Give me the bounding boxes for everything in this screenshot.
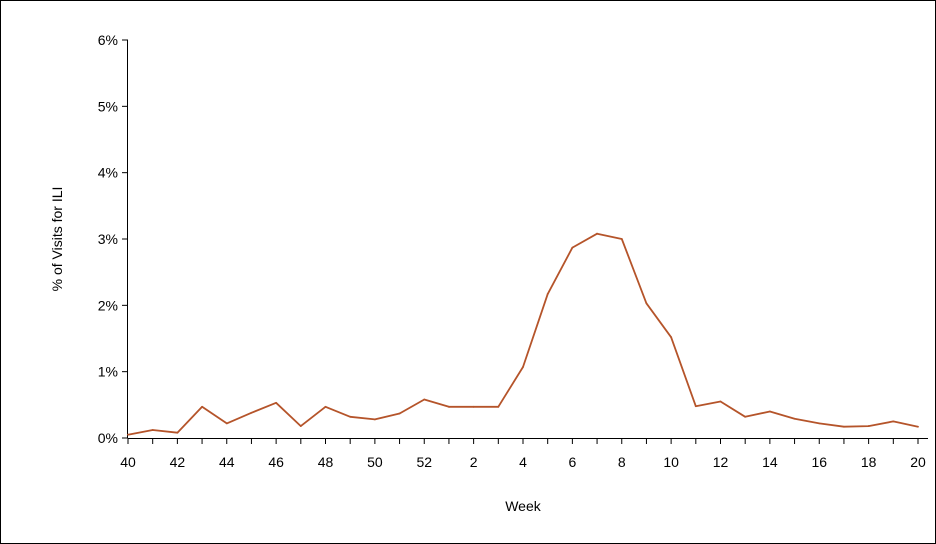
data-point bbox=[670, 336, 673, 339]
data-point bbox=[818, 422, 821, 425]
data-point bbox=[793, 417, 796, 420]
x-tick-label: 2 bbox=[470, 454, 478, 470]
x-tick-label: 20 bbox=[910, 454, 926, 470]
y-tick-label: 3% bbox=[98, 231, 118, 247]
x-tick-label: 16 bbox=[811, 454, 827, 470]
data-point bbox=[645, 302, 648, 305]
data-point bbox=[299, 425, 302, 427]
data-point bbox=[275, 401, 278, 404]
data-point bbox=[744, 415, 747, 418]
x-axis-label: Week bbox=[505, 498, 542, 514]
y-tick-label: 4% bbox=[98, 165, 118, 181]
data-point bbox=[151, 429, 154, 431]
x-tick-label: 48 bbox=[318, 454, 334, 470]
data-point bbox=[522, 366, 524, 368]
x-tick-label: 4 bbox=[519, 454, 527, 470]
data-point bbox=[867, 425, 870, 427]
data-point bbox=[373, 418, 376, 421]
data-point bbox=[917, 425, 919, 428]
y-axis-ticks: 0% 1% 2% 3% 4% 5% 6% bbox=[98, 32, 128, 446]
data-point bbox=[349, 415, 352, 418]
data-point bbox=[843, 425, 845, 428]
x-tick-label: 42 bbox=[170, 454, 186, 470]
data-point bbox=[250, 411, 253, 414]
data-point bbox=[423, 398, 426, 401]
y-tick-label: 5% bbox=[98, 98, 118, 114]
x-tick-label: 40 bbox=[120, 454, 136, 470]
data-point bbox=[694, 405, 697, 408]
y-tick-label: 0% bbox=[98, 430, 118, 446]
x-tick-label: 52 bbox=[416, 454, 432, 470]
x-tick-label: 14 bbox=[762, 454, 778, 470]
y-tick-label: 1% bbox=[98, 364, 118, 380]
y-tick-label: 2% bbox=[98, 297, 118, 313]
x-tick-label: 10 bbox=[663, 454, 679, 470]
data-point bbox=[225, 422, 228, 425]
data-point bbox=[127, 433, 129, 436]
x-tick-label: 18 bbox=[861, 454, 877, 470]
y-tick-label: 6% bbox=[98, 32, 118, 48]
data-point bbox=[571, 246, 574, 249]
data-point bbox=[398, 412, 401, 415]
data-point bbox=[892, 420, 895, 423]
x-tick-label: 44 bbox=[219, 454, 235, 470]
y-axis-label: % of Visits for ILI bbox=[49, 187, 65, 292]
x-tick-label: 50 bbox=[367, 454, 383, 470]
data-point bbox=[719, 400, 722, 403]
data-point bbox=[176, 431, 179, 434]
x-tick-label: 8 bbox=[618, 454, 626, 470]
x-tick-label: 46 bbox=[268, 454, 284, 470]
data-point bbox=[620, 238, 623, 240]
series-group bbox=[127, 232, 919, 436]
data-point bbox=[472, 405, 475, 408]
x-tick-label: 12 bbox=[713, 454, 729, 470]
data-point bbox=[201, 405, 203, 408]
x-axis-ticks: 40 42 44 46 48 50 52 2 4 6 8 10 12 14 16 18 20 bbox=[120, 438, 926, 470]
data-point bbox=[768, 410, 771, 413]
data-point bbox=[546, 293, 549, 295]
data-point bbox=[324, 405, 327, 408]
x-tick-label: 6 bbox=[568, 454, 576, 470]
data-point bbox=[596, 232, 598, 235]
data-point bbox=[448, 405, 450, 408]
data-point bbox=[497, 405, 500, 408]
